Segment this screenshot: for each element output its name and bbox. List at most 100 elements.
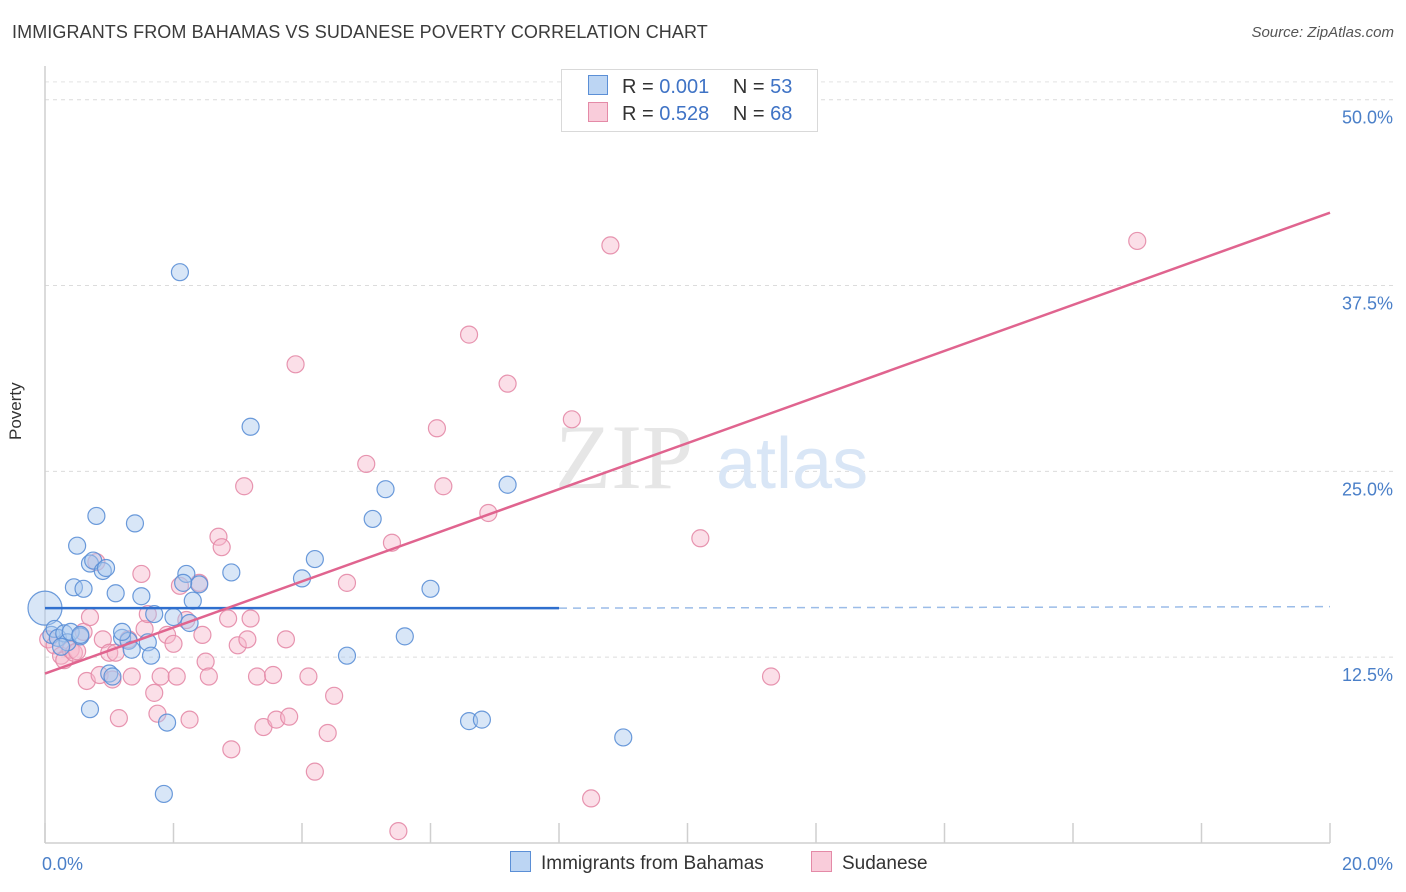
y-tick-label-3: 50.0%	[1342, 108, 1393, 128]
sudanese-point-51	[305, 762, 324, 781]
bahamas-point-8	[68, 536, 87, 555]
legend-swatch-sudanese	[588, 102, 608, 122]
legend-row-bahamas: R = 0.001 N = 53	[588, 75, 792, 99]
sudanese-point-59	[434, 477, 453, 496]
bahamas-point-25	[145, 604, 164, 624]
sudanese-point-55	[357, 454, 376, 474]
bahamas-point-41	[337, 646, 357, 665]
sudanese-point-48	[280, 707, 299, 726]
sudanese-point-45	[263, 665, 283, 685]
sudanese-point-18	[122, 667, 141, 686]
sudanese-point-19	[132, 564, 151, 584]
legend-n-value-sudanese: 68	[770, 103, 793, 125]
x-tick-label-1: 20.0%	[1342, 854, 1393, 874]
legend-n-label-sudanese: N =	[732, 103, 771, 125]
sudanese-point-62	[498, 374, 517, 393]
sudanese-point-64	[582, 789, 601, 808]
bahamas-point-21	[125, 514, 145, 533]
bahamas-point-17	[103, 667, 122, 686]
sudanese-point-57	[389, 822, 408, 841]
bahamas-point-22	[132, 587, 151, 606]
legend-n-label-bahamas: N =	[732, 76, 771, 98]
bahamas-point-24	[141, 646, 161, 665]
sudanese-trend-line	[44, 211, 1331, 675]
y-tick-label-0: 12.5%	[1342, 665, 1393, 685]
sudanese-point-60	[459, 325, 479, 344]
sudanese-point-49	[286, 355, 305, 374]
sudanese-point-35	[209, 527, 228, 546]
sudanese-point-39	[228, 636, 247, 655]
bahamas-point-26	[154, 784, 173, 804]
bahamas-point-43	[376, 480, 395, 499]
bahamas-point-28	[164, 607, 183, 627]
bahamas-point-42	[363, 509, 382, 529]
sudanese-point-42	[241, 609, 260, 628]
x-tick-label-0: 0.0%	[42, 854, 83, 874]
legend-swatch-sudanese-bottom	[811, 851, 832, 872]
chart-title: IMMIGRANTS FROM BAHAMAS VS SUDANESE POVE…	[12, 22, 708, 42]
legend-r-value-sudanese: 0.528	[659, 103, 710, 125]
sudanese-point-41	[238, 630, 257, 649]
sudanese-point-33	[196, 652, 215, 671]
sudanese-point-36	[212, 538, 231, 557]
bahamas-points	[27, 263, 633, 804]
legend-label-sudanese: Sudanese	[842, 853, 928, 874]
bahamas-point-51	[71, 625, 90, 644]
bahamas-point-50	[51, 637, 71, 656]
legend-item-sudanese: Sudanese	[811, 851, 928, 877]
sudanese-point-32	[193, 625, 212, 644]
stats-legend: R = 0.001 N = 53 R = 0.528 N = 68	[561, 69, 818, 132]
legend-r-label-bahamas: R =	[622, 76, 660, 98]
watermark: ZIP atlas	[555, 406, 868, 508]
sudanese-point-40	[235, 477, 254, 496]
y-axis-label: Poverty	[6, 382, 25, 440]
sudanese-point-26	[164, 634, 183, 653]
y-tick-label-1: 25.0%	[1342, 479, 1393, 499]
bahamas-point-49	[614, 728, 633, 747]
legend-swatch-bahamas-bottom	[510, 851, 531, 872]
sudanese-point-21	[138, 604, 157, 624]
sudanese-point-50	[299, 667, 318, 686]
sudanese-point-24	[151, 667, 170, 686]
bahamas-point-40	[305, 549, 324, 569]
bahamas-point-33	[190, 575, 209, 594]
bahamas-point-37	[222, 563, 241, 582]
bahamas-point-32	[183, 591, 202, 610]
bahamas-point-16	[100, 664, 119, 683]
sudanese-point-22	[145, 683, 164, 702]
sudanese-point-37	[219, 609, 238, 628]
bahamas-point-14	[93, 561, 112, 581]
sudanese-point-65	[601, 236, 620, 255]
bahamas-point-10	[74, 579, 93, 598]
legend-n-value-bahamas: 53	[770, 76, 793, 98]
sudanese-point-16	[109, 709, 128, 728]
trend-lines	[44, 211, 1331, 675]
bahamas-point-44	[395, 627, 414, 646]
sudanese-point-9	[80, 607, 100, 627]
bahamas-trend-extension	[558, 605, 1331, 609]
bahamas-point-13	[87, 506, 106, 526]
bahamas-point-45	[421, 579, 440, 598]
legend-label-bahamas: Immigrants from Bahamas	[541, 853, 764, 874]
axes	[44, 66, 1331, 844]
sudanese-point-53	[325, 686, 344, 705]
sudanese-point-68	[1128, 231, 1147, 251]
sudanese-point-34	[199, 667, 218, 686]
sudanese-point-52	[318, 723, 337, 743]
sudanese-points	[39, 231, 1147, 841]
y-tick-label-2: 37.5%	[1342, 294, 1393, 314]
bahamas-point-29	[170, 263, 190, 282]
bahamas-point-15	[96, 558, 116, 578]
legend-item-bahamas: Immigrants from Bahamas	[510, 851, 764, 877]
sudanese-point-54	[337, 573, 357, 592]
sudanese-point-30	[180, 710, 199, 729]
legend-r-label-sudanese: R =	[622, 103, 660, 125]
sudanese-point-38	[222, 740, 241, 759]
bahamas-point-27	[157, 713, 177, 732]
legend-row-sudanese: R = 0.528 N = 68	[588, 102, 792, 126]
bahamas-point-48	[498, 475, 517, 494]
sudanese-point-47	[276, 630, 296, 649]
bahamas-point-18	[106, 584, 125, 603]
tick-labels: 12.5% 25.0% 37.5% 50.0% 0.0% 20.0%	[42, 108, 1393, 874]
